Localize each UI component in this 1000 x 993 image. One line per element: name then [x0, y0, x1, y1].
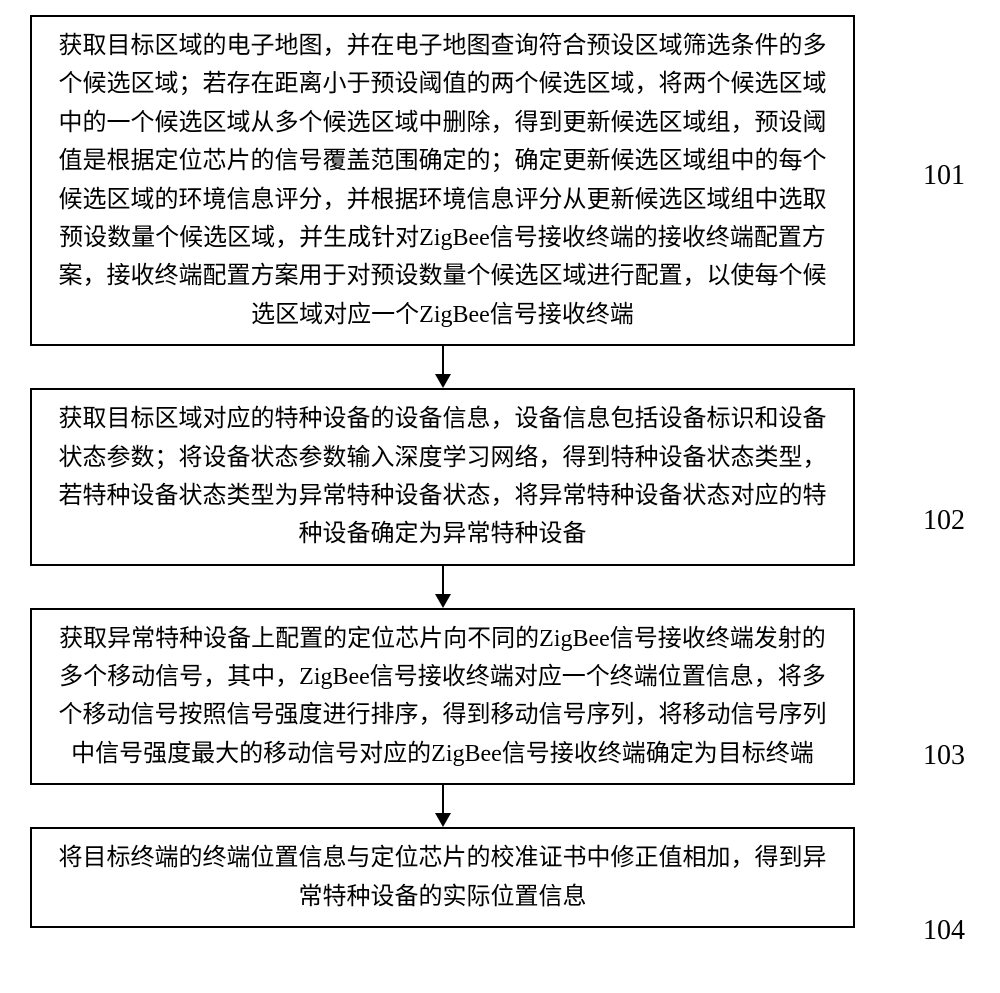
arrow-head-1 [435, 374, 451, 388]
step-box-2: 获取目标区域对应的特种设备的设备信息，设备信息包括设备标识和设备状态参数；将设备… [30, 388, 855, 566]
step-label-3: 103 [923, 740, 965, 772]
arrow-line-1 [442, 346, 444, 374]
arrow-head-2 [435, 594, 451, 608]
step-text-3: 获取异常特种设备上配置的定位芯片向不同的ZigBee信号接收终端发射的多个移动信… [52, 620, 833, 774]
step-text-2: 获取目标区域对应的特种设备的设备信息，设备信息包括设备标识和设备状态参数；将设备… [52, 400, 833, 554]
step-label-4: 104 [923, 915, 965, 947]
flowchart-container: 获取目标区域的电子地图，并在电子地图查询符合预设区域筛选条件的多个候选区域；若存… [0, 0, 1000, 943]
step-box-4: 将目标终端的终端位置信息与定位芯片的校准证书中修正值相加，得到异常特种设备的实际… [30, 827, 855, 928]
step-text-4: 将目标终端的终端位置信息与定位芯片的校准证书中修正值相加，得到异常特种设备的实际… [52, 839, 833, 916]
step-text-1: 获取目标区域的电子地图，并在电子地图查询符合预设区域筛选条件的多个候选区域；若存… [52, 27, 833, 334]
step-box-3: 获取异常特种设备上配置的定位芯片向不同的ZigBee信号接收终端发射的多个移动信… [30, 608, 855, 786]
arrow-line-2 [442, 566, 444, 594]
arrow-line-3 [442, 785, 444, 813]
step-box-1: 获取目标区域的电子地图，并在电子地图查询符合预设区域筛选条件的多个候选区域；若存… [30, 15, 855, 346]
step-label-1: 101 [923, 160, 965, 192]
arrow-2 [435, 566, 451, 608]
arrow-3 [435, 785, 451, 827]
arrow-1 [435, 346, 451, 388]
arrow-head-3 [435, 813, 451, 827]
step-label-2: 102 [923, 505, 965, 537]
